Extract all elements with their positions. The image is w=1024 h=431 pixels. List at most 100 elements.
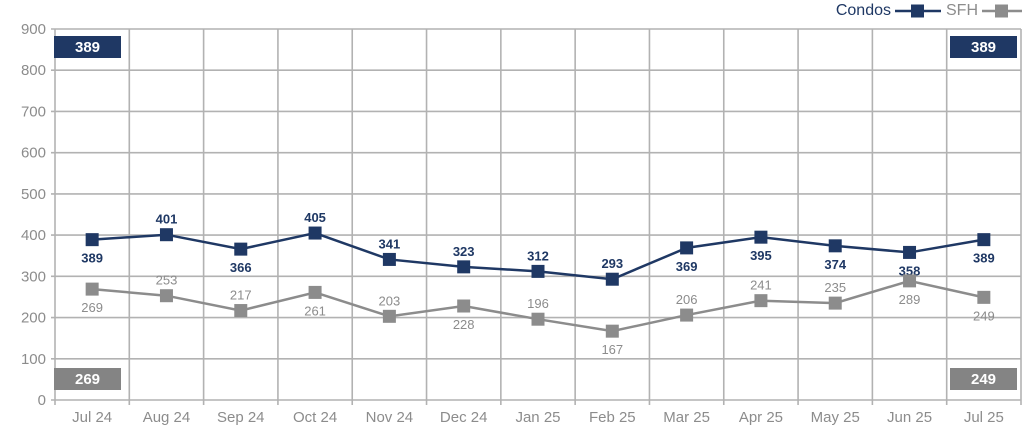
data-point-marker <box>159 289 173 303</box>
condos-line-marker-icon <box>895 4 941 18</box>
badge-background <box>54 368 121 390</box>
y-axis-tick-label: 900 <box>21 21 46 38</box>
x-axis: Jul 24 Aug 24 Sep 24 Oct 24 Nov 24 Dec 24 Jan … <box>72 409 1004 426</box>
badge-background <box>950 368 1017 390</box>
legend-item-condos: Condos <box>836 2 941 20</box>
data-point-label: 253 <box>156 273 178 288</box>
y-axis-tick-label: 500 <box>21 186 46 203</box>
data-point-label: 167 <box>601 342 623 357</box>
data-point-label: 261 <box>304 303 326 318</box>
chart-legend: Condos SFH <box>836 2 1022 20</box>
data-point-marker <box>85 282 99 296</box>
x-axis-tick-label: Jul 25 <box>964 409 1004 426</box>
y-axis-tick-label: 700 <box>21 103 46 120</box>
badge-value: 269 <box>75 371 100 388</box>
y-axis: 0 100 200 300 400 500 600 700 800 900 <box>21 21 46 409</box>
y-axis-tick-label: 200 <box>21 310 46 327</box>
data-point-label: 217 <box>230 288 252 303</box>
data-point-label: 289 <box>899 292 921 307</box>
badge-top-left: 389 <box>54 36 121 58</box>
legend-label-sfh: SFH <box>946 2 978 19</box>
data-point-label: 323 <box>453 244 475 259</box>
y-axis-tick-label: 0 <box>38 392 46 409</box>
gridlines <box>51 28 1022 405</box>
data-point-marker <box>903 245 917 259</box>
data-point-label: 293 <box>601 256 623 271</box>
data-point-label: 206 <box>676 292 698 307</box>
data-point-label: 389 <box>81 251 103 266</box>
data-point-marker <box>382 309 396 323</box>
badge-value: 389 <box>971 39 996 56</box>
badge-bottom-left: 269 <box>54 368 121 390</box>
data-point-marker <box>531 312 545 326</box>
y-axis-tick-label: 800 <box>21 62 46 79</box>
data-point-marker <box>828 239 842 253</box>
x-axis-tick-label: Oct 24 <box>293 409 337 426</box>
x-axis-tick-label: Jun 25 <box>887 409 932 426</box>
data-point-label: 401 <box>156 212 178 227</box>
data-point-label: 366 <box>230 260 252 275</box>
data-point-marker <box>159 228 173 242</box>
data-point-label: 235 <box>824 280 846 295</box>
data-point-marker <box>903 274 917 288</box>
data-point-marker <box>680 308 694 322</box>
data-point-marker <box>977 233 991 247</box>
badge-bottom-right: 249 <box>950 368 1017 390</box>
badge-background <box>54 36 121 58</box>
y-axis-tick-label: 300 <box>21 268 46 285</box>
badge-top-right: 389 <box>950 36 1017 58</box>
data-point-marker <box>85 233 99 247</box>
y-axis-tick-label: 400 <box>21 227 46 244</box>
badge-value: 389 <box>75 39 100 56</box>
x-axis-tick-label: Apr 25 <box>739 409 783 426</box>
legend-label-condos: Condos <box>835 2 891 19</box>
x-axis-tick-label: Sep 24 <box>217 409 265 426</box>
sfh-line-marker-icon <box>982 4 1022 18</box>
series-sfh: 269 253 217 261 203 228 196 167 206 241 235 289 249 <box>81 273 994 357</box>
x-axis-tick-label: Nov 24 <box>366 409 414 426</box>
data-point-label: 395 <box>750 248 772 263</box>
data-point-label: 369 <box>676 259 698 274</box>
data-point-marker <box>457 299 471 313</box>
data-point-marker <box>828 296 842 310</box>
legend-item-sfh: SFH <box>946 2 1022 20</box>
x-axis-tick-label: Jul 24 <box>72 409 112 426</box>
x-axis-tick-label: Feb 25 <box>589 409 636 426</box>
data-point-label: 389 <box>973 251 995 266</box>
x-axis-tick-label: Dec 24 <box>440 409 488 426</box>
data-point-marker <box>754 230 768 244</box>
data-point-label: 374 <box>824 257 846 272</box>
data-point-marker <box>308 226 322 240</box>
x-axis-tick-label: Aug 24 <box>143 409 191 426</box>
data-point-label: 341 <box>379 236 401 251</box>
data-point-label: 203 <box>379 293 401 308</box>
data-point-marker <box>382 252 396 266</box>
data-point-label: 249 <box>973 308 995 323</box>
data-point-marker <box>457 260 471 274</box>
badge-value: 249 <box>971 371 996 388</box>
data-point-marker <box>234 242 248 256</box>
data-point-label: 269 <box>81 300 103 315</box>
data-point-label: 312 <box>527 248 549 263</box>
data-point-marker <box>531 264 545 278</box>
y-axis-tick-label: 600 <box>21 145 46 162</box>
data-point-marker <box>234 304 248 318</box>
x-axis-tick-label: Jan 25 <box>515 409 560 426</box>
data-point-marker <box>605 324 619 338</box>
badge-background <box>950 36 1017 58</box>
data-point-label: 241 <box>750 278 772 293</box>
data-point-marker <box>605 272 619 286</box>
x-axis-tick-label: May 25 <box>811 409 860 426</box>
data-point-label: 228 <box>453 317 475 332</box>
data-point-marker <box>680 241 694 255</box>
data-point-marker <box>754 294 768 308</box>
data-point-marker <box>977 290 991 304</box>
data-point-label: 196 <box>527 296 549 311</box>
y-axis-tick-label: 100 <box>21 351 46 368</box>
x-axis-tick-label: Mar 25 <box>663 409 710 426</box>
data-point-marker <box>308 285 322 299</box>
data-point-label: 405 <box>304 210 326 225</box>
